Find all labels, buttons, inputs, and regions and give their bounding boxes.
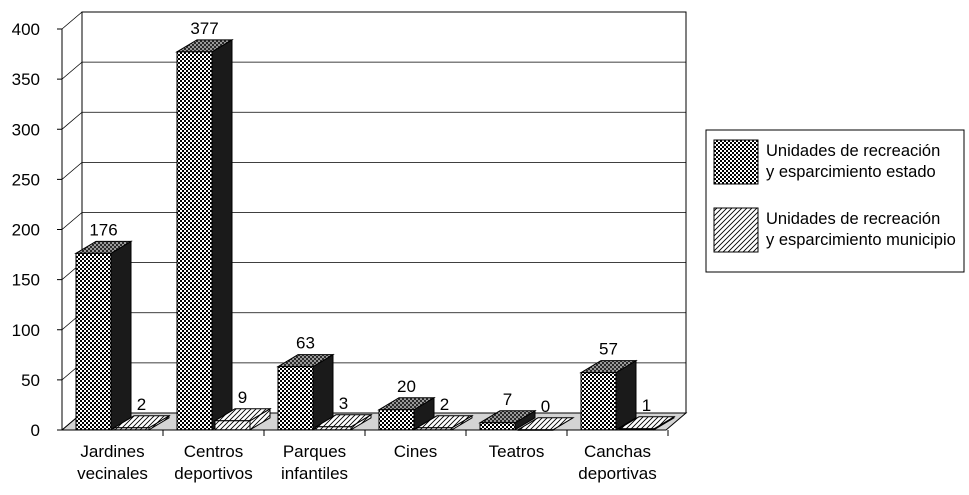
x-tick-label: Cines — [394, 442, 437, 461]
bar-front — [580, 372, 617, 431]
bar — [579, 359, 638, 431]
legend-label: y esparcimiento municipio — [766, 231, 956, 249]
y-tick-label: 100 — [12, 321, 40, 340]
grid-depth-line — [61, 111, 83, 130]
bar-front — [113, 427, 150, 431]
bar-front — [315, 426, 352, 431]
data-label: 176 — [89, 220, 117, 239]
grid-depth-line — [61, 162, 83, 180]
x-tick-label: deportivas — [578, 464, 656, 483]
bar-side — [211, 38, 233, 431]
x-tick-label: Parques — [283, 442, 346, 461]
legend: Unidades de recreación y esparcimiento es… — [705, 129, 965, 273]
bar-front — [214, 420, 251, 431]
x-tick-label: vecinales — [77, 464, 148, 483]
y-tick-label: 250 — [12, 170, 40, 189]
bar-front — [75, 252, 112, 431]
bar-front — [517, 429, 554, 431]
x-tick-label: Jardines — [80, 442, 144, 461]
x-tick-label: Canchas — [584, 442, 651, 461]
bar-front — [277, 366, 314, 431]
data-label: 1 — [642, 396, 651, 415]
axes — [57, 12, 669, 436]
bar — [213, 407, 272, 431]
bar — [377, 396, 436, 431]
legend-swatch — [713, 207, 759, 253]
data-label: 377 — [190, 19, 218, 38]
y-tick-label: 350 — [12, 70, 40, 89]
x-tick-label: Centros — [184, 442, 244, 461]
bar — [314, 413, 373, 431]
legend-label: Unidades de recreación — [766, 142, 940, 160]
bar — [617, 415, 676, 431]
y-tick-label: 300 — [12, 120, 40, 139]
x-tick-label: infantiles — [281, 464, 348, 483]
y-tick-label: 0 — [31, 421, 40, 440]
bar-front — [378, 409, 415, 431]
bar-front — [479, 422, 516, 431]
bar — [415, 414, 474, 431]
data-label: 63 — [296, 334, 315, 353]
data-label: 3 — [339, 394, 348, 413]
y-tick-label: 400 — [12, 20, 40, 39]
y-tick-label: 50 — [21, 371, 40, 390]
grid-depth-line — [61, 212, 83, 230]
bar-front — [176, 51, 213, 431]
y-tick-label: 150 — [12, 271, 40, 290]
data-label: 57 — [599, 340, 618, 359]
bar — [516, 417, 575, 431]
data-label: 2 — [137, 395, 146, 414]
labels: 050100150200250300350400Jardinesvecinale… — [12, 19, 657, 483]
x-tick-label: deportivos — [174, 464, 252, 483]
bar — [175, 38, 234, 431]
y-tick-label: 200 — [12, 221, 40, 240]
bar — [478, 409, 537, 431]
x-tick-label: Teatros — [489, 442, 545, 461]
data-label: 9 — [238, 388, 247, 407]
bars — [74, 38, 676, 431]
data-label: 2 — [440, 395, 449, 414]
data-label: 20 — [397, 377, 416, 396]
legend-label: Unidades de recreación — [766, 210, 940, 228]
data-label: 7 — [503, 390, 512, 409]
grid-depth-line — [61, 61, 83, 80]
bar — [276, 353, 335, 431]
legend-swatch — [713, 139, 759, 185]
bar-front — [416, 427, 453, 431]
bar-front — [618, 428, 655, 431]
grid-depth-line — [61, 11, 83, 30]
legend-label: y esparcimiento estado — [766, 163, 936, 181]
data-label: 0 — [541, 397, 550, 416]
bar — [112, 414, 171, 431]
bar-side — [110, 240, 132, 431]
bar — [74, 240, 133, 431]
